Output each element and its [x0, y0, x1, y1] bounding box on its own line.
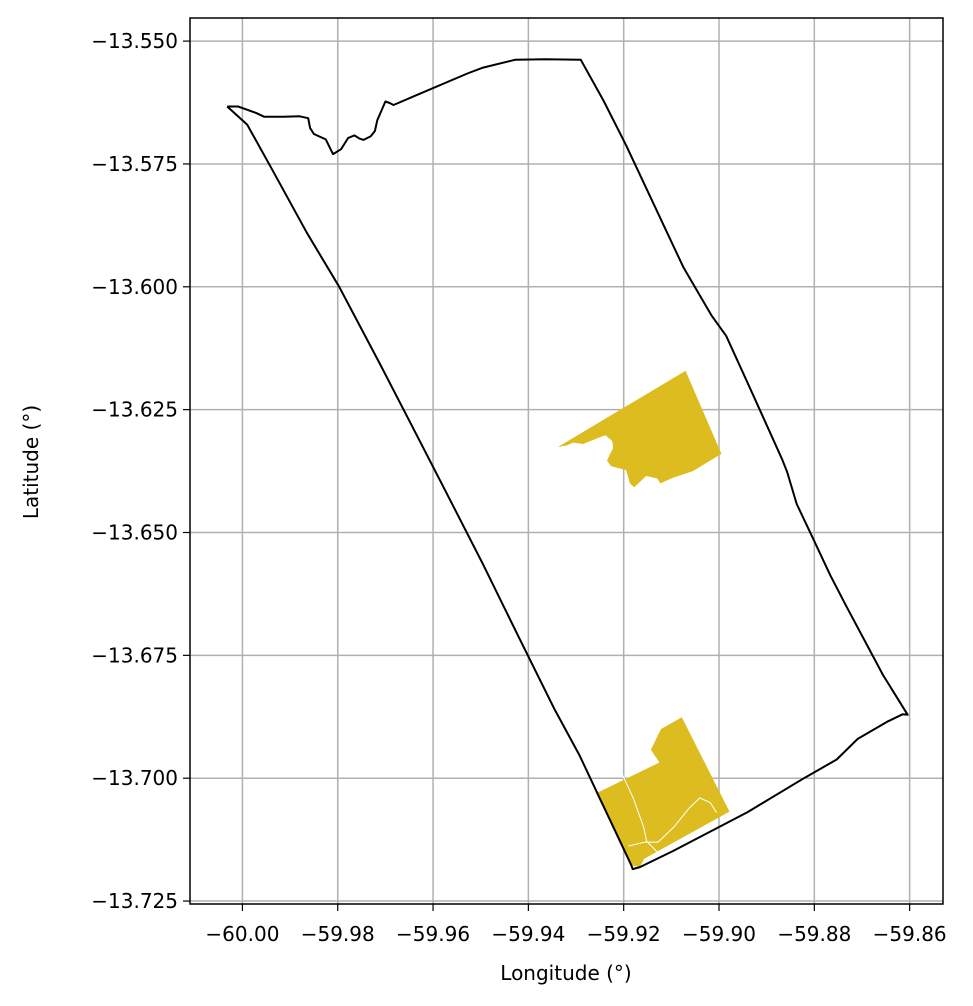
y-tick-label: −13.575 [91, 152, 178, 176]
x-tick-label: −59.92 [587, 922, 661, 946]
plot-area-frame [189, 17, 944, 905]
map-boundary [226, 58, 909, 871]
x-tick-label: −59.90 [682, 922, 756, 946]
x-tick-label: −60.00 [205, 922, 279, 946]
x-axis-ticks: −60.00 −59.98 −59.96 −59.94 −59.92 −59.90 −59.… [205, 904, 947, 946]
x-tick-label: −59.94 [491, 922, 565, 946]
x-tick-label: −59.86 [873, 922, 947, 946]
land-parcel-polygon [557, 370, 722, 488]
y-tick-label: −13.700 [91, 766, 178, 790]
x-tick-label: −59.88 [777, 922, 851, 946]
parcel-inner-line [628, 797, 718, 847]
y-tick-label: −13.725 [91, 889, 178, 913]
y-tick-label: −13.550 [91, 29, 178, 53]
map-polygons [557, 370, 730, 868]
y-axis-ticks: −13.550 −13.575 −13.600 −13.625 −13.650 −13.6… [91, 29, 190, 913]
x-axis-title: Longitude (°) [500, 961, 631, 985]
grid-lines [190, 18, 943, 904]
land-parcel-polygon [596, 717, 730, 868]
y-tick-label: −13.650 [91, 520, 178, 544]
y-axis-title: Latitude (°) [19, 405, 43, 519]
parcel-inner-line [620, 772, 658, 853]
y-tick-label: −13.600 [91, 275, 178, 299]
x-tick-label: −59.98 [301, 922, 375, 946]
y-tick-label: −13.675 [91, 643, 178, 667]
property-boundary-line [226, 58, 909, 871]
x-tick-label: −59.96 [396, 922, 470, 946]
y-tick-label: −13.625 [91, 398, 178, 422]
